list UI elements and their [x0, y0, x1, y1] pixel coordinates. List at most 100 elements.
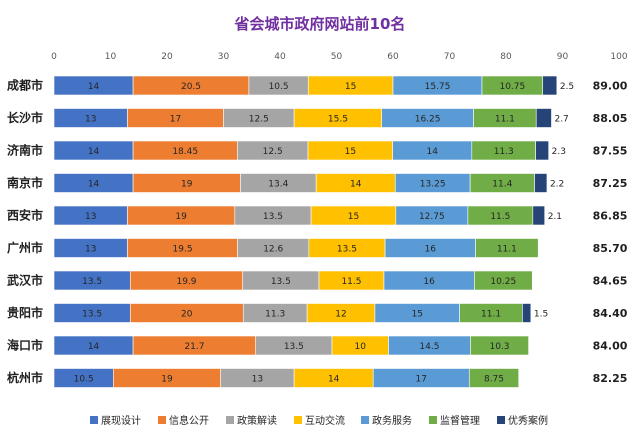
x-tick-label: 0 [51, 52, 57, 62]
category-label: 杭州市 [7, 370, 43, 385]
data-label: 16 [425, 245, 437, 255]
total-label: 89.00 [593, 80, 628, 93]
x-tick-label: 40 [274, 52, 286, 62]
data-label: 11.5 [341, 277, 361, 287]
total-label: 88.05 [593, 112, 628, 125]
legend-label: 互动交流 [305, 414, 345, 427]
data-label: 10.3 [489, 342, 509, 352]
category-label: 南京市 [7, 175, 43, 190]
data-label: 14.5 [419, 342, 439, 352]
data-label: 13 [85, 212, 96, 222]
data-label: 11.3 [494, 147, 514, 157]
bar-segment [474, 270, 533, 291]
legend-swatch [429, 416, 437, 424]
data-label: 11.4 [492, 180, 512, 190]
chart-title: 省会城市政府网站前10名 [234, 15, 406, 33]
data-label: 18.45 [172, 147, 198, 157]
data-label: 11.1 [497, 245, 517, 255]
data-label: 17 [416, 375, 427, 385]
data-label: 12.75 [419, 212, 445, 222]
data-label: 17 [170, 115, 181, 125]
bar-segment [468, 368, 520, 388]
data-label: 19.5 [173, 245, 193, 255]
data-label: 2.5 [560, 82, 574, 92]
bar-segment [522, 303, 532, 323]
data-label: 10.25 [490, 277, 516, 287]
data-label: 13.5 [284, 342, 304, 352]
data-label: 16.25 [415, 115, 441, 125]
legend-swatch [226, 416, 234, 424]
bar-segment [534, 173, 548, 193]
data-label: 14 [88, 342, 100, 352]
data-label: 14 [328, 375, 340, 385]
x-tick-label: 20 [161, 52, 173, 62]
data-label: 15.75 [425, 82, 451, 92]
data-label: 12.5 [249, 115, 269, 125]
category-label: 成都市 [7, 78, 43, 93]
x-tick-label: 30 [218, 52, 230, 62]
data-label: 1.5 [534, 310, 548, 320]
legend-label: 展现设计 [101, 414, 141, 427]
data-label: 20.5 [181, 82, 201, 92]
data-label: 11.1 [495, 115, 515, 125]
data-label: 21.7 [184, 342, 204, 352]
total-label: 86.85 [593, 210, 628, 223]
data-label: 15 [412, 310, 423, 320]
legend-swatch [158, 416, 166, 424]
category-label: 济南市 [7, 143, 43, 158]
data-label: 15 [345, 82, 356, 92]
bar-segment [532, 205, 546, 226]
data-label: 13.4 [268, 180, 288, 190]
data-label: 10.5 [74, 375, 94, 385]
data-label: 8.75 [484, 375, 504, 385]
legend-label: 政务服务 [372, 414, 412, 427]
data-label: 13 [85, 115, 96, 125]
data-label: 14 [88, 82, 100, 92]
total-label: 84.65 [593, 275, 628, 288]
data-label: 11.5 [490, 212, 510, 222]
x-tick-label: 90 [557, 52, 569, 62]
x-tick-label: 80 [500, 52, 512, 62]
legend-item: 展现设计 [90, 414, 141, 427]
data-label: 20 [181, 310, 193, 320]
bar-segment [470, 335, 529, 356]
data-label: 13.5 [271, 277, 291, 287]
x-tick-label: 50 [331, 52, 343, 62]
data-label: 12.5 [263, 147, 283, 157]
data-label: 2.2 [550, 180, 564, 190]
data-label: 13.25 [420, 180, 446, 190]
legend-swatch [497, 416, 505, 424]
category-label: 贵阳市 [7, 305, 43, 320]
data-label: 11.3 [265, 310, 285, 320]
data-label: 15 [345, 147, 356, 157]
data-label: 13 [252, 375, 263, 385]
legend-item: 优秀案例 [497, 414, 548, 427]
data-label: 14 [88, 147, 100, 157]
data-label: 12 [335, 310, 346, 320]
data-label: 12.6 [263, 245, 283, 255]
legend-label: 政策解读 [237, 414, 277, 427]
data-label: 2.3 [552, 147, 566, 157]
total-label: 84.40 [593, 307, 628, 320]
bar-segment [535, 108, 552, 128]
data-label: 10.5 [269, 82, 289, 92]
total-label: 82.25 [593, 372, 628, 385]
legend-item: 政策解读 [226, 414, 277, 427]
data-label: 11.1 [481, 310, 501, 320]
legend-swatch [294, 416, 302, 424]
total-label: 84.00 [593, 340, 628, 353]
data-label: 14 [350, 180, 362, 190]
data-label: 19 [175, 212, 187, 222]
bar-segment [542, 75, 558, 96]
data-label: 13.5 [263, 212, 283, 222]
data-label: 13 [85, 245, 96, 255]
total-label: 85.70 [593, 242, 628, 255]
legend-item: 监督管理 [429, 414, 480, 427]
category-label: 广州市 [7, 240, 43, 255]
legend-item: 信息公开 [158, 414, 209, 427]
category-label: 西安市 [7, 208, 43, 223]
data-label: 19.9 [176, 277, 196, 287]
data-label: 10.75 [499, 82, 525, 92]
